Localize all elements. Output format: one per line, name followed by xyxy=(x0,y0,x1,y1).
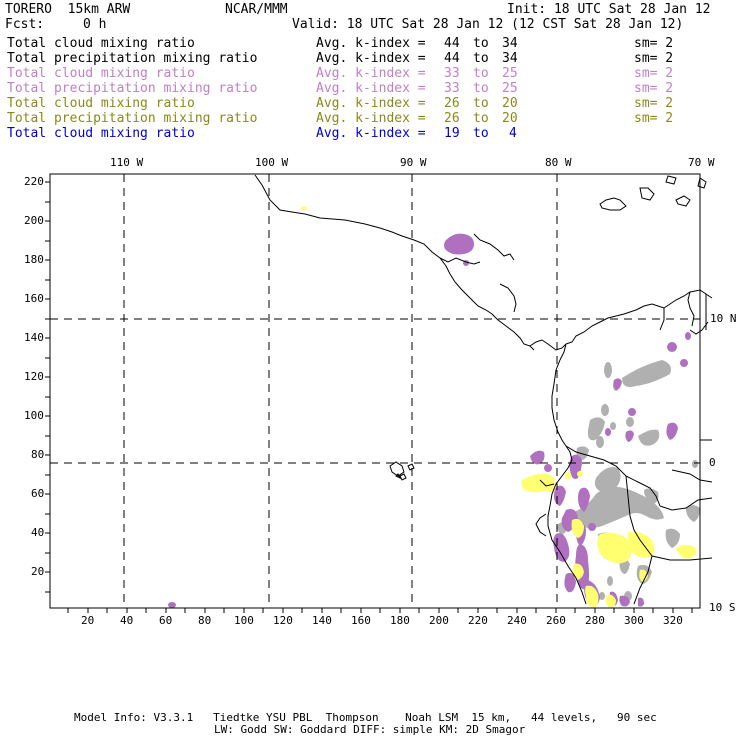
legend-row: Total precipitation mixing ratio Avg. k-… xyxy=(0,81,740,96)
x-grid-label: 20 xyxy=(81,614,95,627)
field-from: 26 xyxy=(444,96,460,111)
field-stat: Avg. k-index = xyxy=(316,66,426,81)
field-from: 44 xyxy=(444,36,460,51)
field-from: 33 xyxy=(444,66,460,81)
y-grid-label: 20 xyxy=(31,565,45,578)
x-grid-label: 220 xyxy=(468,614,488,627)
field-smoothing: sm= 2 xyxy=(634,111,674,126)
valid-time: Valid: 18 UTC Sat 28 Jan 12 (12 CST Sat … xyxy=(292,17,684,32)
field-to: to xyxy=(473,111,489,126)
lon-label: 90 W xyxy=(400,156,427,169)
graticule xyxy=(50,174,700,608)
field-to: to xyxy=(473,81,489,96)
x-grid-label: 120 xyxy=(273,614,293,627)
field-until: 4 xyxy=(509,126,517,141)
lon-label: 80 W xyxy=(545,156,572,169)
field-name: Total cloud mixing ratio xyxy=(7,96,195,111)
lat-label: 0 xyxy=(709,456,716,469)
forecast-hour: 0 h xyxy=(83,17,107,32)
y-grid-label: 180 xyxy=(24,253,44,266)
x-grid-label: 320 xyxy=(663,614,683,627)
x-grid-label: 60 xyxy=(159,614,173,627)
legend-row: Total precipitation mixing ratio Avg. k-… xyxy=(0,111,740,126)
x-grid-label: 260 xyxy=(546,614,566,627)
init-time: Init: 18 UTC Sat 28 Jan 12 xyxy=(507,2,711,17)
y-grid-label: 160 xyxy=(24,292,44,305)
lon-label: 100 W xyxy=(255,156,289,169)
field-name: Total precipitation mixing ratio xyxy=(7,51,258,66)
y-grid-label: 40 xyxy=(31,526,45,539)
lon-label: 110 W xyxy=(110,156,144,169)
field-stat: Avg. k-index = xyxy=(316,111,426,126)
organization: NCAR/MMM xyxy=(225,2,288,17)
map-frame xyxy=(49,173,701,609)
field-to: to xyxy=(473,96,489,111)
field-smoothing: sm= 2 xyxy=(634,96,674,111)
y-grid-label: 200 xyxy=(24,214,44,227)
field-until: 25 xyxy=(502,66,518,81)
field-until: 25 xyxy=(502,81,518,96)
model-title: TORERO 15km ARW xyxy=(5,2,131,17)
yellow-cloud-shading xyxy=(301,206,697,608)
field-until: 34 xyxy=(502,51,518,66)
field-name: Total cloud mixing ratio xyxy=(7,66,195,81)
model-info: Model Info: V3.3.1 Tiedtke YSU PBL Thomp… xyxy=(74,711,657,724)
field-from: 44 xyxy=(444,51,460,66)
x-grid-label: 40 xyxy=(120,614,134,627)
field-stat: Avg. k-index = xyxy=(316,51,426,66)
x-grid-label: 160 xyxy=(351,614,371,627)
field-smoothing: sm= 2 xyxy=(634,81,674,96)
x-grid-label: 140 xyxy=(312,614,332,627)
lat-label: 10 N xyxy=(710,312,737,325)
x-grid-label: 240 xyxy=(507,614,527,627)
y-grid-label: 220 xyxy=(24,175,44,188)
field-name: Total precipitation mixing ratio xyxy=(7,111,258,126)
field-name: Total precipitation mixing ratio xyxy=(7,81,258,96)
lon-label: 70 W xyxy=(688,156,715,169)
field-to: to xyxy=(473,51,489,66)
legend-row: Total cloud mixing ratio Avg. k-index = … xyxy=(0,66,740,81)
field-stat: Avg. k-index = xyxy=(316,36,426,51)
x-grid-label: 280 xyxy=(585,614,605,627)
field-name: Total cloud mixing ratio xyxy=(7,36,195,51)
field-stat: Avg. k-index = xyxy=(316,96,426,111)
x-grid-label: 200 xyxy=(429,614,449,627)
x-grid-label: 180 xyxy=(390,614,410,627)
field-from: 33 xyxy=(444,81,460,96)
tick-marks xyxy=(45,181,693,613)
lat-label: 10 S xyxy=(709,601,736,614)
field-until: 20 xyxy=(502,111,518,126)
legend-row: Total cloud mixing ratio Avg. k-index = … xyxy=(0,126,740,141)
field-from: 26 xyxy=(444,111,460,126)
field-name: Total cloud mixing ratio xyxy=(7,126,195,141)
legend-row: Total precipitation mixing ratio Avg. k-… xyxy=(0,51,740,66)
forecast-label: Fcst: xyxy=(5,17,45,32)
x-grid-label: 100 xyxy=(234,614,254,627)
field-smoothing: sm= 2 xyxy=(634,36,674,51)
field-to: to xyxy=(473,36,489,51)
field-to: to xyxy=(473,126,489,141)
y-grid-label: 120 xyxy=(24,370,44,383)
field-smoothing: sm= 2 xyxy=(634,51,674,66)
field-to: to xyxy=(473,66,489,81)
x-grid-label: 300 xyxy=(624,614,644,627)
coastlines xyxy=(254,174,713,605)
y-grid-label: 100 xyxy=(24,409,44,422)
x-grid-label: 80 xyxy=(198,614,212,627)
field-stat: Avg. k-index = xyxy=(316,81,426,96)
legend-row: Total cloud mixing ratio Avg. k-index = … xyxy=(0,36,740,51)
field-until: 34 xyxy=(502,36,518,51)
y-grid-label: 60 xyxy=(31,487,45,500)
physics-info: LW: Godd SW: Goddard DIFF: simple KM: 2D… xyxy=(214,723,526,736)
legend-row: Total cloud mixing ratio Avg. k-index = … xyxy=(0,96,740,111)
y-grid-label: 140 xyxy=(24,331,44,344)
field-smoothing: sm= 2 xyxy=(634,66,674,81)
field-from: 19 xyxy=(444,126,460,141)
field-until: 20 xyxy=(502,96,518,111)
field-stat: Avg. k-index = xyxy=(316,126,426,141)
y-grid-label: 80 xyxy=(31,448,45,461)
